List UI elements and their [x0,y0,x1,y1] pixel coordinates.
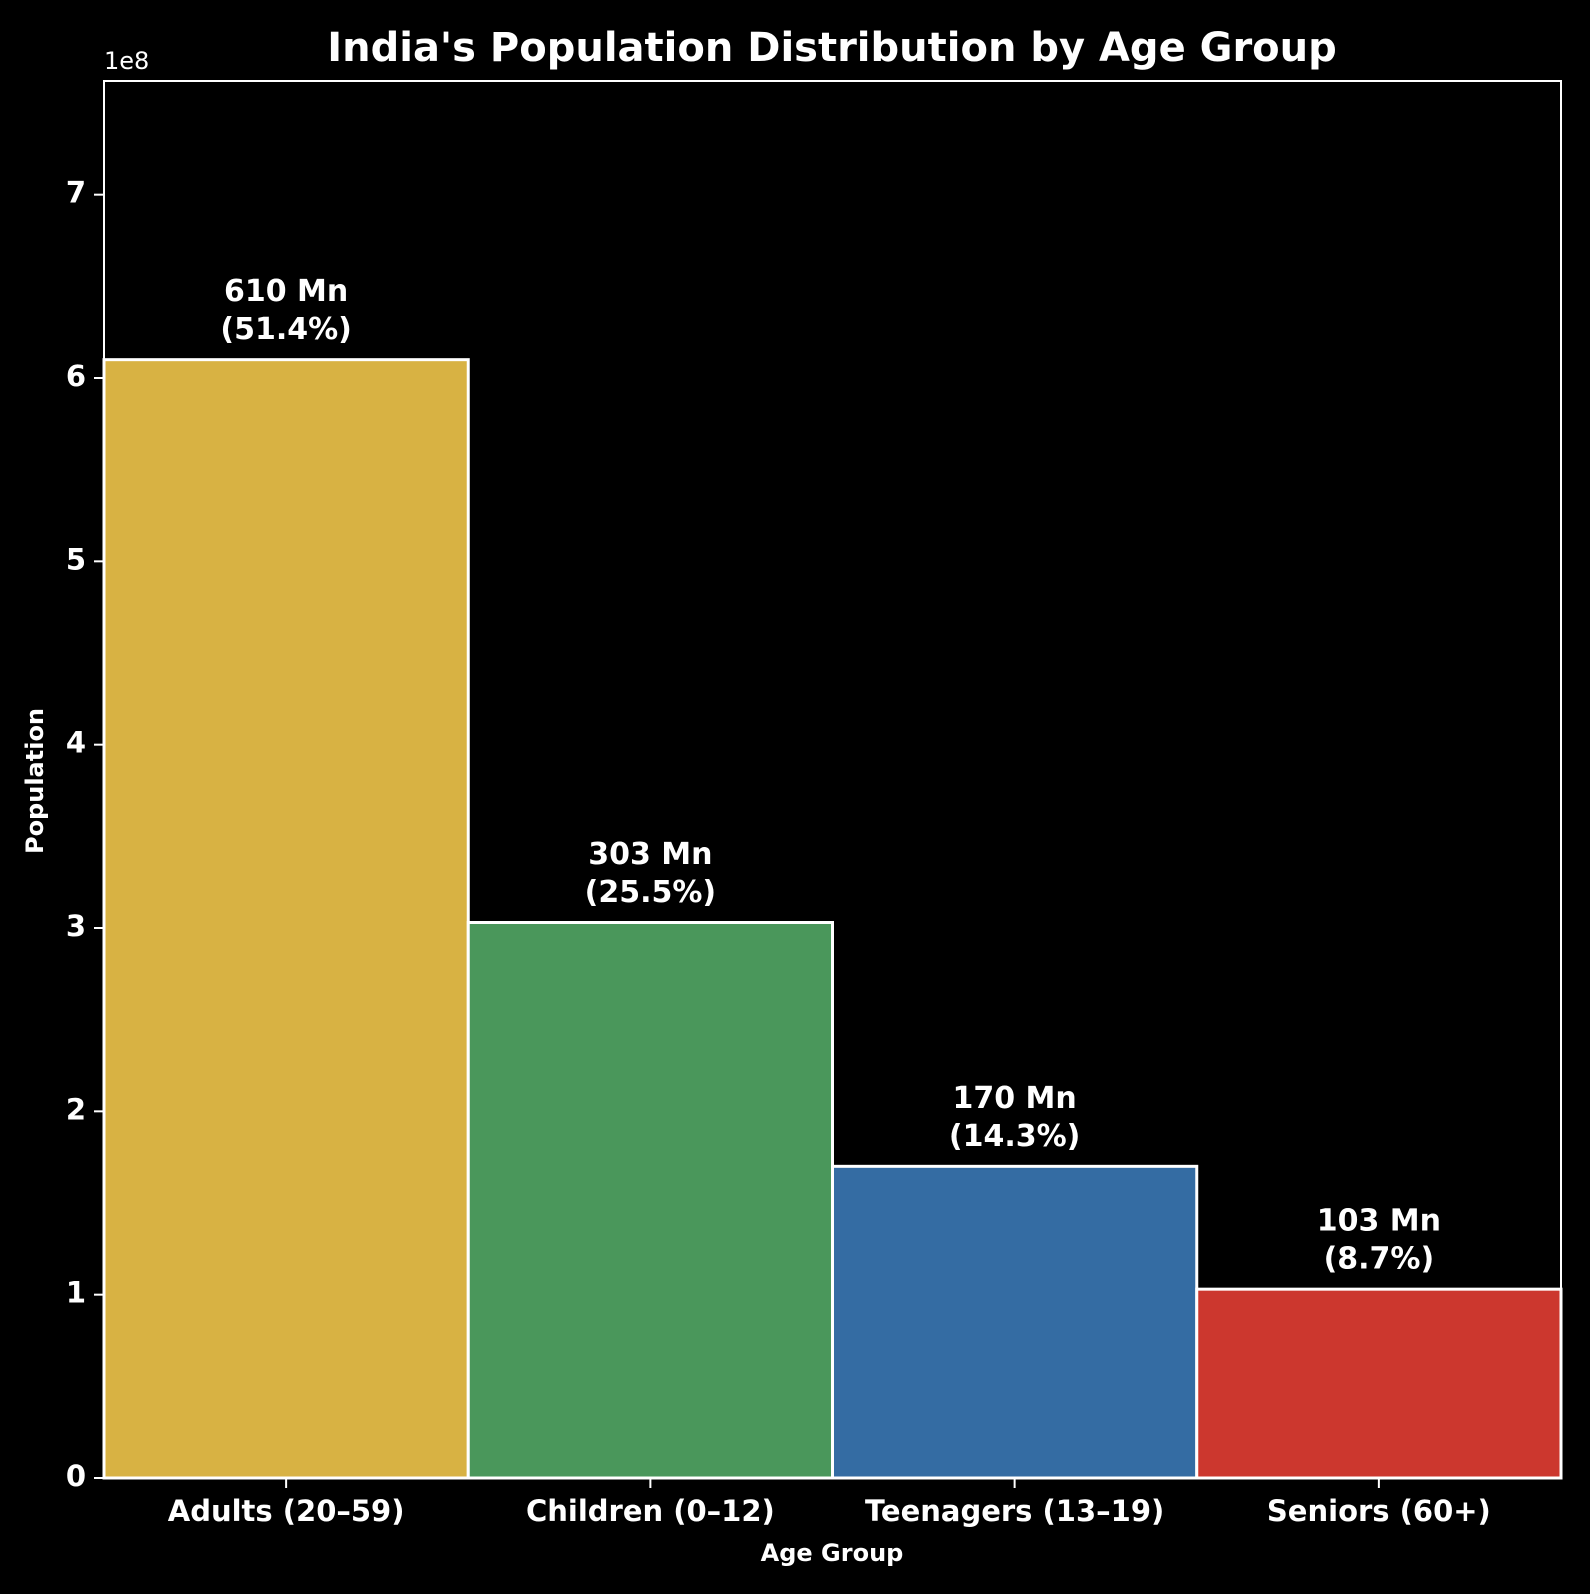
bar-value-label: 103 Mn [1317,1204,1441,1239]
bar-percent-label: (14.3%) [949,1119,1081,1154]
bar-percent-label: (51.4%) [220,312,352,347]
x-tick-label: Children (0–12) [526,1494,775,1528]
bar-value-label: 303 Mn [588,837,712,872]
y-tick-label: 0 [66,1459,86,1493]
y-axis-label: Population [21,708,49,854]
plot-area: 610 Mn(51.4%) Adults (20–59) 303 Mn(25.5%)… [66,80,1563,1528]
y-offset-label: 1e8 [104,47,149,75]
plot-frame [103,80,1562,1479]
y-tick-label: 5 [66,542,86,576]
x-tick-label: Seniors (60+) [1267,1494,1491,1528]
y-tick-label: 6 [66,359,86,393]
y-tick-label: 7 [66,176,86,210]
y-tick-label: 4 [66,726,86,760]
bar-value-label: 170 Mn [952,1081,1076,1116]
x-tick-label: Teenagers (13–19) [865,1494,1164,1528]
bar-percent-label: (8.7%) [1324,1242,1435,1277]
bar [102,358,470,1480]
y-tick-label: 3 [66,909,86,943]
bar-value-label: 610 Mn [224,274,348,309]
bar-percent-label: (25.5%) [585,875,717,910]
bar [831,1164,1199,1480]
bar [466,921,834,1480]
bar [1195,1287,1563,1480]
x-tick-label: Adults (20–59) [168,1494,405,1528]
y-tick-label: 2 [66,1092,86,1126]
y-tick-label: 1 [66,1276,86,1310]
x-axis-label: Age Group [761,1539,904,1567]
chart-title: India's Population Distribution by Age G… [327,25,1337,71]
